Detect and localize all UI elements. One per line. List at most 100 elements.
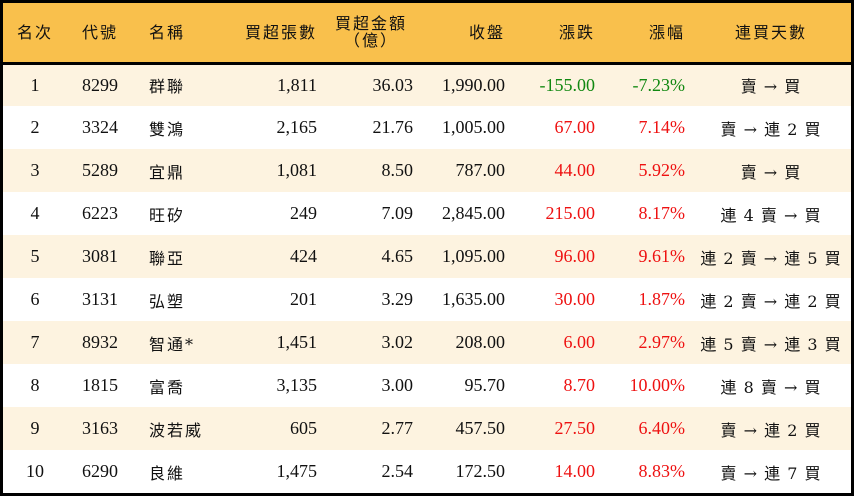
cell-code: 3131 — [82, 289, 118, 309]
header-close: 收盤 — [468, 22, 505, 42]
cell-net-buy-amount: 3.02 — [381, 332, 414, 352]
cell-rank: 6 — [30, 289, 40, 309]
header-rank: 名次 — [16, 22, 53, 42]
cell-change: 67.00 — [554, 117, 596, 137]
cell-net-buy-amount: 3.00 — [381, 375, 414, 395]
cell-change-pct: 5.92% — [638, 160, 686, 180]
cell-net-buy-lots: 1,451 — [276, 332, 318, 352]
header-net-buy-amount: 買超金額 （億） — [323, 3, 419, 63]
cell-name: 聯亞 — [149, 248, 186, 268]
cell-change-pct: 2.97% — [638, 332, 686, 352]
cell-net-buy-amount: 3.29 — [381, 289, 414, 309]
cell-change: 215.00 — [545, 203, 596, 223]
cell-code: 8932 — [82, 332, 118, 352]
cell-net-buy-lots: 1,811 — [277, 74, 317, 95]
cell-streak: 賣 → 連 7 買 — [720, 463, 822, 483]
header-change-pct: 漲幅 — [648, 22, 685, 42]
table-row: 10 6290 良維 1,475 2.54 172.50 14.00 8.83%… — [3, 450, 851, 493]
table-row: 2 3324 雙鴻 2,165 21.76 1,005.00 67.00 7.1… — [3, 106, 851, 149]
cell-name: 富喬 — [149, 377, 186, 397]
header-change: 漲跌 — [558, 22, 595, 42]
cell-rank: 8 — [30, 375, 40, 395]
cell-name: 弘塑 — [149, 291, 186, 311]
header-net-buy-lots: 買超張數 — [244, 22, 317, 42]
cell-change: 27.50 — [554, 418, 596, 438]
cell-close: 1,635.00 — [442, 289, 505, 309]
cell-change-pct: 6.40% — [638, 418, 686, 438]
header-code: 代號 — [81, 22, 118, 42]
cell-streak: 連 2 賣 → 連 5 買 — [700, 248, 842, 268]
cell-code: 5289 — [82, 160, 118, 180]
cell-code: 3163 — [82, 418, 118, 438]
cell-close: 1,990.00 — [442, 74, 505, 95]
cell-change-pct: 9.61% — [638, 246, 686, 266]
cell-name: 宜鼎 — [149, 162, 186, 182]
cell-change-pct: 8.83% — [638, 461, 686, 481]
cell-code: 8299 — [82, 74, 118, 95]
cell-close: 1,005.00 — [442, 117, 505, 137]
cell-net-buy-amount: 2.54 — [381, 461, 414, 481]
table-row: 7 8932 智通* 1,451 3.02 208.00 6.00 2.97% … — [3, 321, 851, 364]
cell-change: 96.00 — [554, 246, 596, 266]
header-streak: 連買天數 — [734, 22, 807, 42]
cell-net-buy-amount: 2.77 — [381, 418, 414, 438]
cell-close: 2,845.00 — [442, 203, 505, 223]
cell-close: 457.50 — [455, 418, 506, 438]
cell-name: 波若威 — [149, 420, 204, 440]
cell-streak: 連 5 賣 → 連 3 買 — [700, 334, 842, 354]
table-header-row: 名次 代號 名稱 買超張數 買超金額 （億） 收盤 漲跌 漲幅 連買天數 — [3, 3, 851, 63]
cell-change: 8.70 — [563, 375, 596, 395]
cell-code: 1815 — [82, 375, 118, 395]
cell-net-buy-amount: 4.65 — [381, 246, 414, 266]
cell-rank: 4 — [30, 203, 40, 223]
cell-net-buy-lots: 424 — [290, 246, 317, 266]
cell-net-buy-lots: 249 — [290, 203, 317, 223]
cell-streak: 賣 → 買 — [740, 162, 802, 182]
cell-streak: 連 2 賣 → 連 2 買 — [700, 291, 842, 311]
header-name: 名稱 — [149, 22, 186, 42]
cell-change: 14.00 — [554, 461, 596, 481]
cell-rank: 10 — [26, 461, 44, 481]
cell-name: 雙鴻 — [149, 119, 186, 139]
cell-net-buy-lots: 3,135 — [276, 375, 318, 395]
cell-net-buy-amount: 8.50 — [381, 160, 414, 180]
cell-close: 95.70 — [464, 375, 506, 395]
cell-change: 6.00 — [563, 332, 596, 352]
cell-code: 6223 — [82, 203, 118, 223]
table-row: 3 5289 宜鼎 1,081 8.50 787.00 44.00 5.92% … — [3, 149, 851, 192]
cell-name: 旺矽 — [149, 205, 186, 225]
cell-close: 208.00 — [455, 332, 506, 352]
cell-net-buy-lots: 2,165 — [276, 117, 318, 137]
cell-name: 良維 — [149, 463, 186, 483]
cell-rank: 1 — [30, 74, 40, 95]
cell-rank: 7 — [30, 332, 40, 352]
cell-change-pct: -7.23% — [632, 74, 686, 95]
cell-rank: 2 — [30, 117, 40, 137]
cell-change: 30.00 — [554, 289, 596, 309]
cell-rank: 3 — [30, 160, 40, 180]
header-net-buy-amount-line1: 買超金額 — [334, 14, 407, 34]
table-row: 8 1815 富喬 3,135 3.00 95.70 8.70 10.00% 連… — [3, 364, 851, 407]
cell-streak: 連 4 賣 → 買 — [720, 205, 822, 225]
table-row: 1 8299 群聯 1,811 36.03 1,990.00 -155.00 -… — [3, 63, 851, 106]
cell-streak: 賣 → 連 2 買 — [720, 420, 822, 440]
cell-name: 智通* — [149, 334, 196, 354]
cell-change-pct: 10.00% — [629, 375, 686, 395]
cell-name: 群聯 — [149, 77, 186, 97]
cell-code: 3324 — [82, 117, 118, 137]
cell-streak: 賣 → 連 2 買 — [720, 119, 822, 139]
cell-change-pct: 8.17% — [638, 203, 686, 223]
cell-close: 1,095.00 — [442, 246, 505, 266]
net-buy-ranking-table: 名次 代號 名稱 買超張數 買超金額 （億） 收盤 漲跌 漲幅 連買天數 1 8… — [3, 3, 851, 493]
cell-net-buy-lots: 201 — [290, 289, 317, 309]
cell-change: -155.00 — [539, 74, 596, 95]
table-row: 9 3163 波若威 605 2.77 457.50 27.50 6.40% 賣… — [3, 407, 851, 450]
header-net-buy-amount-line2: （億） — [343, 31, 398, 51]
cell-change-pct: 7.14% — [638, 117, 686, 137]
cell-code: 6290 — [82, 461, 118, 481]
cell-rank: 9 — [30, 418, 40, 438]
table-row: 4 6223 旺矽 249 7.09 2,845.00 215.00 8.17%… — [3, 192, 851, 235]
cell-streak: 賣 → 買 — [740, 77, 802, 97]
cell-code: 3081 — [82, 246, 118, 266]
